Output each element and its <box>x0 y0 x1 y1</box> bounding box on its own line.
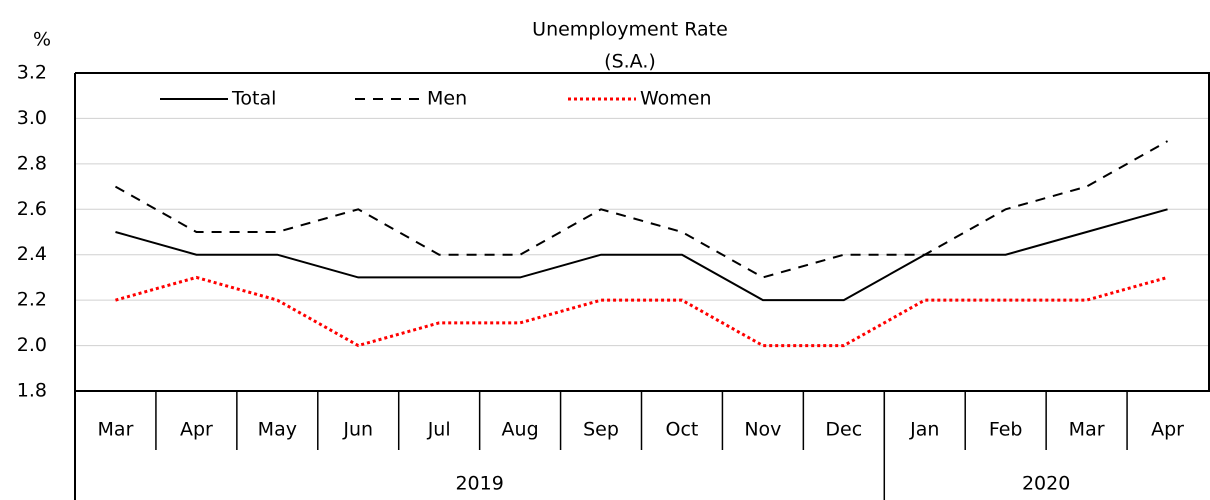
series-line <box>115 208 1168 302</box>
y-tick-label: 2.8 <box>17 152 47 174</box>
y-tick-label: 1.8 <box>17 380 47 402</box>
x-group-label: 2019 <box>455 473 503 495</box>
x-tick-label: May <box>258 419 297 441</box>
x-tick-label: Mar <box>1069 419 1105 441</box>
x-tick-label: Mar <box>98 419 134 441</box>
y-tick-label: 2.2 <box>17 289 47 311</box>
x-tick-label: Nov <box>744 419 781 441</box>
x-tick-label: Jun <box>342 419 373 441</box>
x-tick-label: Jan <box>909 419 939 441</box>
y-tick-label: 2.6 <box>17 198 47 220</box>
series-line <box>114 140 1169 279</box>
x-tick-label: Apr <box>180 419 213 441</box>
x-tick-label: Apr <box>1151 419 1184 441</box>
y-tick-label: 2.0 <box>17 334 47 356</box>
y-tick-label: 2.4 <box>17 243 47 265</box>
legend-label: Men <box>427 88 467 110</box>
x-tick-label: Aug <box>502 419 539 441</box>
x-tick-label: Feb <box>989 419 1023 441</box>
chart-title: Unemployment Rate <box>532 19 728 41</box>
y-tick-label: 3.2 <box>17 62 47 84</box>
y-axis-label: % <box>33 29 51 51</box>
x-tick-label: Dec <box>825 419 862 441</box>
x-tick-label: Oct <box>666 419 699 441</box>
x-tick-label: Jul <box>427 419 451 441</box>
legend-label: Women <box>640 88 712 110</box>
x-tick-label: Sep <box>583 419 619 441</box>
chart-subtitle: (S.A.) <box>604 51 656 73</box>
series-line <box>115 275 1168 348</box>
x-group-label: 2020 <box>1022 473 1070 495</box>
legend-label: Total <box>231 88 276 110</box>
y-tick-label: 3.0 <box>17 107 47 129</box>
